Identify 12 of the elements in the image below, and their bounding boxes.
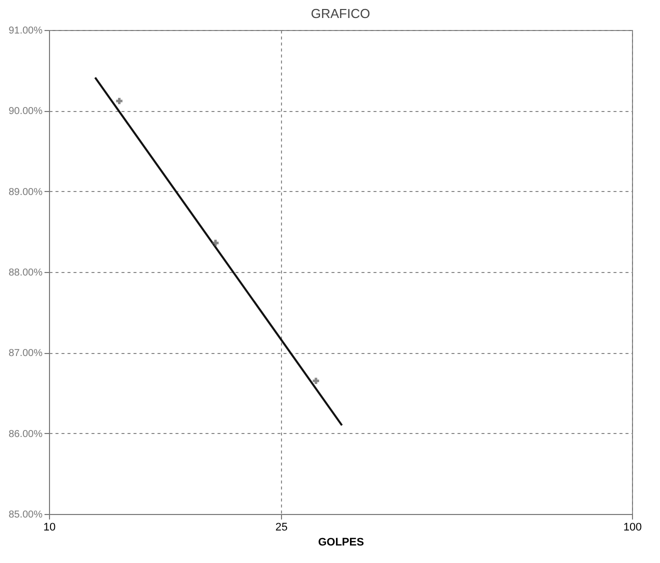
x-axis-title: GOLPES	[318, 536, 364, 548]
y-tick-label: 91.00%	[8, 26, 43, 36]
x-tick-label: 10	[43, 522, 56, 534]
y-tick-label: 88.00%	[8, 268, 43, 278]
y-tick-label: 89.00%	[8, 186, 43, 198]
x-tick-label: 25	[275, 522, 288, 534]
y-tick-label: 85.00%	[8, 510, 43, 520]
x-tick-label: 100	[623, 522, 642, 534]
y-tick-label: 86.00%	[8, 428, 43, 440]
chart-title: GRAFICO	[310, 6, 370, 21]
y-tick-label: 90.00%	[8, 106, 43, 118]
y-tick-label: 87.00%	[8, 348, 43, 360]
